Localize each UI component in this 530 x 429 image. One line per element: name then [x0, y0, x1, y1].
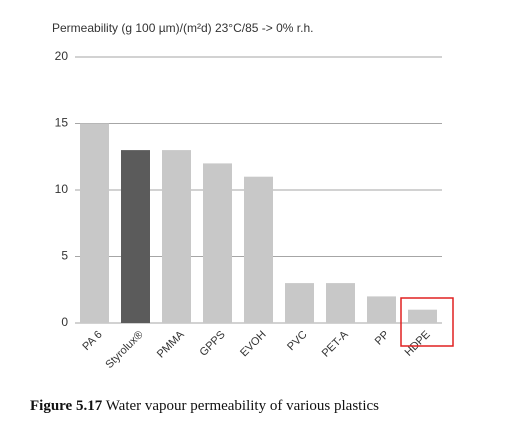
caption: Figure 5.17 Water vapour permeability of… — [30, 398, 379, 414]
x-tick-label: PMMA — [155, 328, 187, 360]
x-tick-label: Styrolux® — [103, 329, 145, 371]
bar — [80, 123, 109, 323]
y-tick-label: 5 — [61, 249, 68, 263]
bar — [408, 309, 437, 323]
x-tick-label: PP — [373, 329, 392, 348]
bar — [244, 176, 273, 323]
x-tick-label: HDPE — [403, 329, 433, 359]
bar — [121, 150, 150, 323]
bar — [367, 296, 396, 323]
caption-label: Figure 5.17 — [30, 398, 103, 414]
chart-title: Permeability (g 100 µm)/(m²d) 23°C/85 ->… — [52, 21, 313, 35]
bar — [162, 150, 191, 323]
x-tick-label: PA 6 — [80, 329, 104, 353]
bar — [285, 283, 314, 323]
x-tick-label: PVC — [285, 329, 310, 354]
y-tick-label: 15 — [55, 116, 69, 130]
caption-text: Water vapour permeability of various pla… — [106, 398, 379, 414]
y-tick-label: 10 — [55, 182, 69, 196]
y-tick-label: 20 — [55, 49, 69, 63]
bar — [203, 163, 232, 323]
x-tick-label: PET-A — [320, 328, 351, 359]
bar — [326, 283, 355, 323]
x-tick-label: EVOH — [238, 329, 269, 360]
y-tick-label: 0 — [61, 315, 68, 329]
x-tick-label: GPPS — [198, 329, 228, 359]
highlight-box — [400, 297, 454, 347]
